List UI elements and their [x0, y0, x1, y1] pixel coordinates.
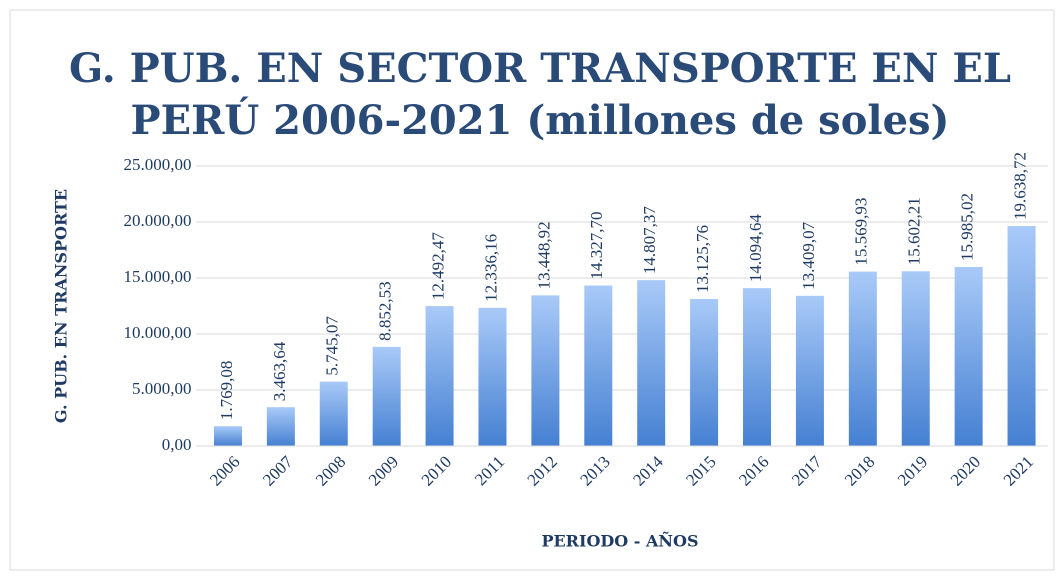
bar — [213, 426, 242, 446]
y-tick-label: 5.000,00 — [132, 379, 192, 398]
bar — [266, 407, 295, 446]
value-label: 12.492,47 — [428, 232, 447, 301]
value-label: 1.769,08 — [217, 361, 236, 421]
x-axis-title: PERIODO - AÑOS — [541, 530, 698, 551]
value-label: 5.745,07 — [323, 316, 342, 376]
value-label: 15.985,02 — [958, 193, 977, 261]
y-tick-label: 25.000,00 — [124, 155, 192, 174]
value-label: 12.336,16 — [481, 234, 500, 302]
bar — [1007, 226, 1036, 446]
value-label: 13.409,07 — [799, 221, 818, 290]
bar — [901, 271, 930, 446]
value-label: 13.448,92 — [534, 221, 553, 289]
value-label: 15.569,93 — [852, 198, 871, 266]
bar — [848, 271, 877, 446]
y-axis-title: G. PUB. EN TRANSPORTE — [52, 189, 71, 423]
bar — [690, 298, 719, 446]
y-tick-label: 0,00 — [162, 435, 192, 454]
value-label: 8.852,53 — [376, 281, 395, 341]
bar — [954, 266, 983, 446]
chart-title: G. PUB. EN SECTOR TRANSPORTE EN EL — [69, 45, 1011, 92]
bar — [584, 285, 613, 446]
value-label: 19.638,72 — [1010, 152, 1029, 220]
bar — [795, 295, 824, 446]
bar — [319, 381, 348, 446]
bar — [743, 288, 772, 446]
y-tick-label: 10.000,00 — [124, 323, 192, 342]
bar — [372, 346, 401, 446]
value-label: 14.094,64 — [746, 214, 765, 283]
bar — [637, 280, 666, 446]
y-tick-label: 20.000,00 — [124, 211, 192, 230]
bar — [425, 306, 454, 446]
value-label: 15.602,21 — [905, 197, 924, 265]
chart-title: PERÚ 2006-2021 (millones de soles) — [131, 97, 950, 144]
bar — [478, 307, 507, 446]
value-label: 14.327,70 — [587, 212, 606, 280]
value-label: 3.463,64 — [270, 341, 289, 401]
chart-border — [9, 9, 1055, 571]
value-label: 13.125,76 — [693, 225, 712, 293]
bar — [531, 295, 560, 446]
y-tick-label: 15.000,00 — [124, 267, 192, 286]
value-label: 14.807,37 — [640, 206, 659, 275]
